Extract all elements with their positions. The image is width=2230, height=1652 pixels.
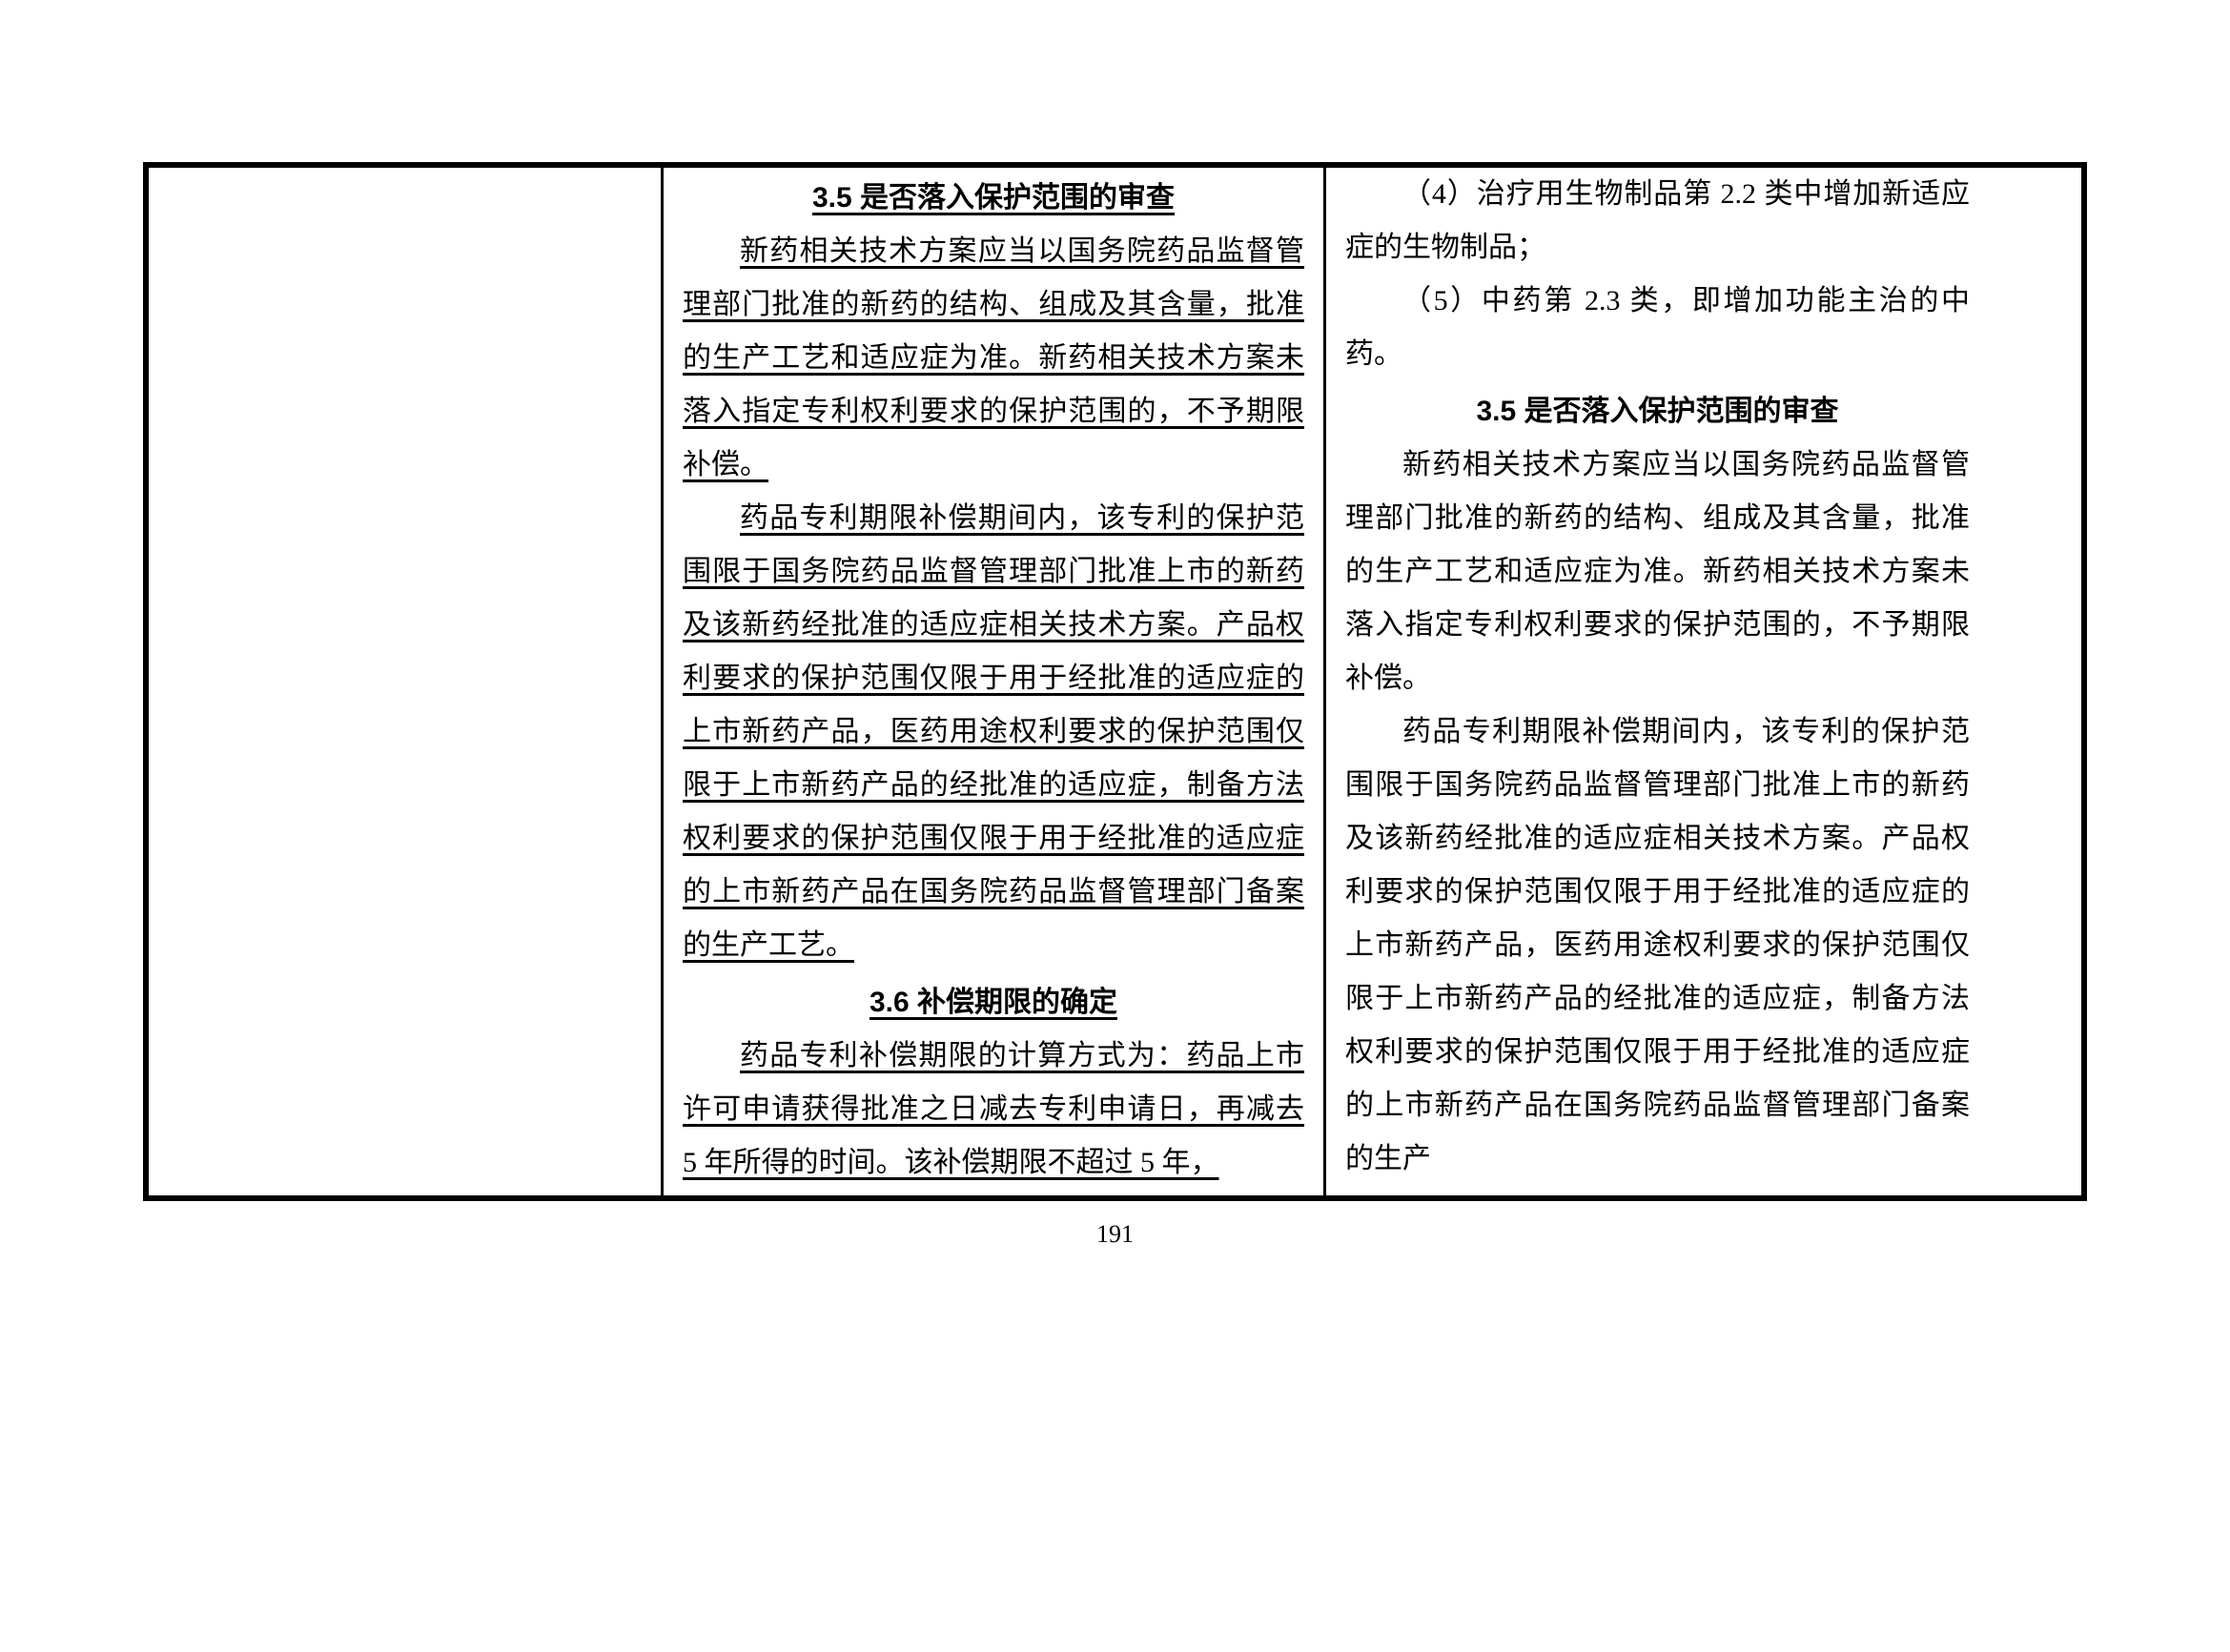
column-3: （4）治疗用生物制品第 2.2 类中增加新适应症的生物制品； （5）中药第 2.… [1326,168,1989,1195]
col3-para-1: （4）治疗用生物制品第 2.2 类中增加新适应症的生物制品； [1345,168,1970,275]
col3-para-4: 药品专利期限补偿期间内，该专利的保护范围限于国务院药品监督管理部门批准上市的新药… [1345,705,1970,1186]
comparison-table: 3.5 是否落入保护范围的审查 新药相关技术方案应当以国务院药品监督管理部门批准… [143,162,2087,1201]
col2-para-1: 新药相关技术方案应当以国务院药品监督管理部门批准的新药的结构、组成及其含量，批准… [683,225,1304,492]
document-page: 3.5 是否落入保护范围的审查 新药相关技术方案应当以国务院药品监督管理部门批准… [0,38,2230,1614]
heading-3-5: 3.5 是否落入保护范围的审查 [683,172,1304,225]
col2-para-3: 药品专利补偿期限的计算方式为：药品上市许可申请获得批准之日减去专利申请日，再减去… [683,1030,1304,1190]
column-2: 3.5 是否落入保护范围的审查 新药相关技术方案应当以国务院药品监督管理部门批准… [664,168,1326,1195]
column-1 [149,168,664,1195]
col3-para-2: （5）中药第 2.3 类，即增加功能主治的中药。 [1345,275,1970,381]
col2-para-2: 药品专利期限补偿期间内，该专利的保护范围限于国务院药品监督管理部门批准上市的新药… [683,492,1304,972]
heading-3-6: 3.6 补偿期限的确定 [683,976,1304,1030]
col3-para-3: 新药相关技术方案应当以国务院药品监督管理部门批准的新药的结构、组成及其含量，批准… [1345,438,1970,705]
heading-3-5-right: 3.5 是否落入保护范围的审查 [1345,385,1970,438]
page-number: 191 [0,1220,2230,1249]
